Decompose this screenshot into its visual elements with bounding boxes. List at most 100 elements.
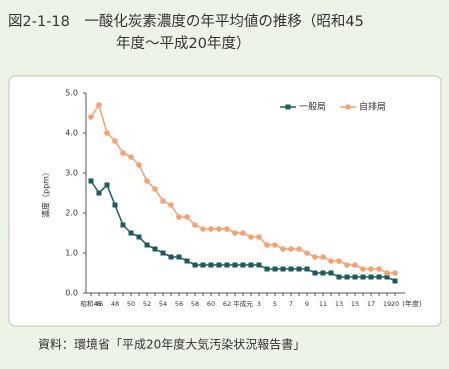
x-tick-label: 13 [335,300,343,308]
data-point [304,266,310,272]
x-tick-label: 52 [143,300,151,308]
data-point [360,266,366,272]
y-tick-label: 1.0 [65,249,78,258]
data-point [208,262,214,268]
data-point [296,266,302,272]
data-point [392,278,398,284]
data-point [312,270,318,276]
y-tick-label: 0.0 [65,289,78,298]
x-axis-label: (年度) [402,299,422,308]
y-tick-label: 3.0 [65,169,78,178]
data-point [240,262,246,268]
data-point [336,258,342,264]
data-point [376,266,382,272]
legend-marker [345,104,351,110]
data-point [256,262,262,268]
data-point [112,138,118,144]
data-point [320,270,326,276]
data-point [224,226,230,232]
data-point [232,262,238,268]
data-point [160,198,166,204]
x-tick-label: 58 [191,300,199,308]
x-tick-label: 17 [367,300,375,308]
data-point [168,254,174,260]
x-tick-label: 54 [159,300,167,308]
data-point [136,234,142,240]
data-point [224,262,230,268]
data-point [288,266,294,272]
data-point [344,262,350,268]
data-point [272,242,278,248]
data-point [152,246,158,252]
data-point [176,214,182,220]
data-point [200,262,206,268]
data-point [288,246,294,252]
data-point [336,274,342,280]
x-tick-label: 5 [273,300,277,308]
x-tick-label: 62 [223,300,231,308]
x-tick-label: 56 [175,300,183,308]
x-tick-label: 9 [305,300,309,308]
data-point [392,270,398,276]
data-point [112,202,118,208]
data-point [256,234,262,240]
data-point [88,114,94,120]
data-point [88,178,94,184]
data-point [128,230,134,236]
x-tick-label: 46 [95,300,103,308]
data-point [328,270,334,276]
data-point [192,222,198,228]
x-tick-label: 3 [257,300,261,308]
y-tick-label: 2.0 [65,209,78,218]
data-point [144,242,150,248]
data-point [240,230,246,236]
y-tick-label: 5.0 [65,89,78,98]
data-point [128,154,134,160]
x-tick-label: 15 [351,300,359,308]
chart-title: 図2-1-18 一酸化炭素濃度の年平均値の推移（昭和45 [8,13,364,30]
data-point [384,274,390,280]
data-point [384,270,390,276]
source-note: 資料：環境省「平成20年度大気汚染状況報告書」 [38,337,305,352]
data-point [200,226,206,232]
data-point [104,182,110,188]
chart-panel [8,75,442,327]
data-point [232,230,238,236]
data-point [152,186,158,192]
data-point [192,262,198,268]
data-point [328,258,334,264]
data-point [320,254,326,260]
data-point [360,274,366,280]
data-point [264,266,270,272]
data-point [368,266,374,272]
data-point [216,262,222,268]
x-tick-label: 平成元 [233,299,253,308]
data-point [280,246,286,252]
data-point [376,274,382,280]
data-point [184,258,190,264]
legend-label: 一般局 [299,101,326,113]
x-tick-label: 50 [127,300,135,308]
data-point [248,234,254,240]
x-tick-label: 19 [383,300,391,308]
data-point [264,242,270,248]
data-point [176,254,182,260]
data-point [272,266,278,272]
data-point [104,130,110,136]
data-point [216,226,222,232]
data-point [96,190,102,196]
data-point [248,262,254,268]
x-tick-label: 昭和45 [80,299,101,308]
y-tick-label: 4.0 [65,129,78,138]
data-point [352,262,358,268]
data-point [296,246,302,252]
data-point [280,266,286,272]
x-tick-label: 48 [111,300,119,308]
data-point [136,162,142,168]
legend-marker [285,104,291,110]
data-point [160,250,166,256]
x-tick-label: 11 [319,300,327,308]
chart-title: 年度〜平成20年度） [116,35,250,52]
data-point [120,222,126,228]
